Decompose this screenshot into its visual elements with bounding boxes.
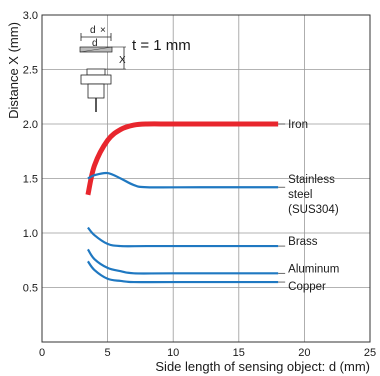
y-tick-label: 2.5: [23, 65, 38, 77]
sensor-diagram: d × d X t = 1 mm: [79, 25, 191, 112]
x-tick-label: 25: [364, 347, 376, 359]
series-line-2: [87, 226, 279, 248]
x-tick-label: 10: [167, 347, 179, 359]
series-labels: Iron Stainless steel (SUS304) Brass Aluminum C…: [278, 119, 339, 293]
thickness-annotation: t = 1 mm: [132, 37, 191, 54]
cross-mark: ×: [100, 25, 106, 36]
y-tick-label: 1.0: [23, 228, 38, 240]
y-axis-title: Distance X (mm): [6, 22, 21, 119]
plate-hatch: [79, 46, 113, 53]
grid: [41, 14, 371, 343]
series-line-0: [85, 121, 279, 196]
sensor-head: [86, 68, 106, 76]
x-tick-label: 15: [233, 347, 245, 359]
x-axis-title: Side length of sensing object: d (mm): [155, 359, 370, 374]
d-label-top: d: [90, 25, 96, 36]
ticks: 0 5 10 15 20 25 0.5 1.0 1.5 2.0 2.5 3.0: [23, 10, 376, 359]
x-tick-label: 5: [105, 347, 111, 359]
series-label: Brass: [288, 236, 318, 248]
series-line-3: [86, 248, 279, 275]
y-tick-label: 3.0: [23, 10, 38, 22]
series-label: Stainless: [288, 174, 335, 186]
series-line-1: [87, 171, 279, 189]
series-label: (SUS304): [288, 204, 339, 216]
y-tick-label: 1.5: [23, 174, 38, 186]
sensor-nut: [80, 74, 112, 85]
series: [85, 121, 279, 284]
x-label: X: [119, 55, 126, 66]
x-tick-label: 20: [298, 347, 310, 359]
plot-frame: [41, 14, 371, 343]
series-label: Aluminum: [288, 263, 339, 275]
sensor-body: [87, 83, 105, 99]
series-label: Copper: [288, 281, 326, 293]
series-line-4: [87, 260, 279, 284]
y-tick-label: 2.0: [23, 119, 38, 131]
series-label: Iron: [288, 119, 308, 131]
d-label-bottom: d: [92, 38, 98, 49]
series-label: steel: [288, 189, 312, 201]
y-tick-label: 0.5: [23, 283, 38, 295]
x-tick-label: 0: [39, 347, 45, 359]
